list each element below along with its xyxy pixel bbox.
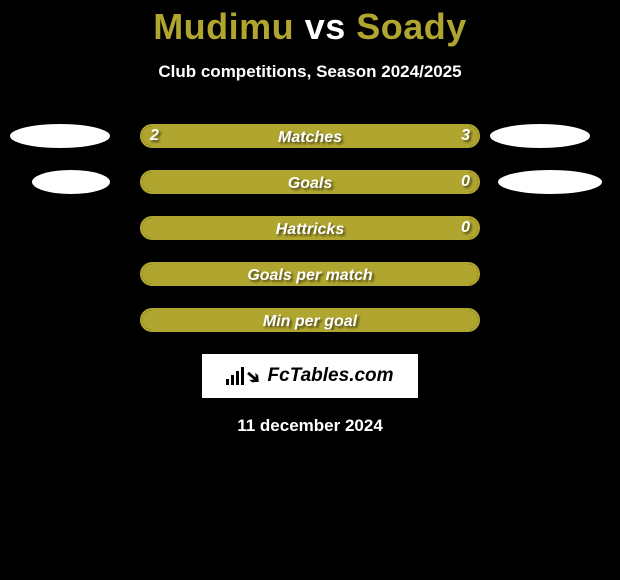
stat-row: Goals0 bbox=[0, 170, 620, 194]
stat-bar: Hattricks bbox=[140, 216, 480, 240]
brand-badge: ➔ FcTables.com bbox=[202, 354, 418, 398]
stat-row: Min per goal bbox=[0, 308, 620, 332]
date-label: 11 december 2024 bbox=[0, 416, 620, 436]
stat-bar: Goals bbox=[140, 170, 480, 194]
stat-label: Hattricks bbox=[142, 218, 478, 240]
stat-row: Goals per match bbox=[0, 262, 620, 286]
stat-bar: Matches bbox=[140, 124, 480, 148]
player1-name: Mudimu bbox=[153, 6, 294, 47]
stat-bar: Min per goal bbox=[140, 308, 480, 332]
subtitle: Club competitions, Season 2024/2025 bbox=[0, 62, 620, 82]
player2-name: Soady bbox=[356, 6, 467, 47]
stat-value-right: 0 bbox=[461, 216, 470, 240]
player2-ellipse-icon bbox=[490, 124, 590, 148]
stat-value-left: 2 bbox=[150, 124, 159, 148]
brand-text: FcTables.com bbox=[268, 365, 394, 387]
vs-label: vs bbox=[305, 6, 346, 47]
stats-container: Matches23Goals0Hattricks0Goals per match… bbox=[0, 124, 620, 332]
brand-logo-icon: ➔ bbox=[226, 367, 261, 385]
player2-ellipse-icon bbox=[498, 170, 602, 194]
player1-ellipse-icon bbox=[32, 170, 110, 194]
stat-row: Hattricks0 bbox=[0, 216, 620, 240]
stat-label: Goals bbox=[142, 172, 478, 194]
comparison-card: { "header": { "player1": "Mudimu", "vs":… bbox=[0, 0, 620, 580]
stat-value-right: 0 bbox=[461, 170, 470, 194]
stat-value-right: 3 bbox=[461, 124, 470, 148]
stat-label: Goals per match bbox=[142, 264, 478, 286]
stat-label: Matches bbox=[142, 126, 478, 148]
stat-row: Matches2 3 bbox=[0, 124, 620, 148]
page-title: Mudimu vs Soady bbox=[0, 0, 620, 48]
player1-ellipse-icon bbox=[10, 124, 110, 148]
stat-bar: Goals per match bbox=[140, 262, 480, 286]
stat-label: Min per goal bbox=[142, 310, 478, 332]
